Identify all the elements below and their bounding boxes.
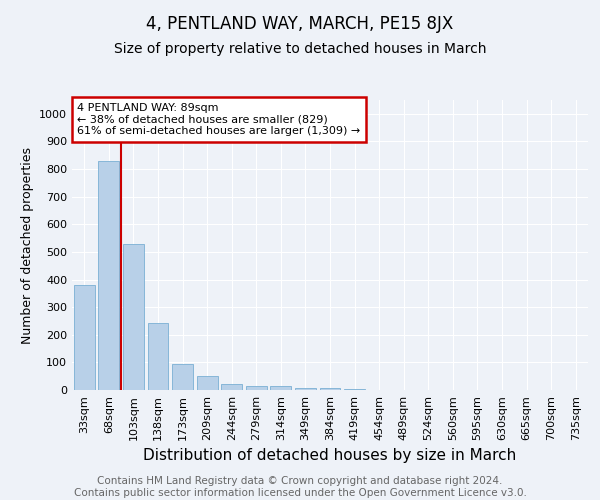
- Text: Contains HM Land Registry data © Crown copyright and database right 2024.
Contai: Contains HM Land Registry data © Crown c…: [74, 476, 526, 498]
- Bar: [172, 364, 193, 390]
- Text: 4, PENTLAND WAY, MARCH, PE15 8JX: 4, PENTLAND WAY, MARCH, PE15 8JX: [146, 15, 454, 33]
- X-axis label: Distribution of detached houses by size in March: Distribution of detached houses by size …: [143, 448, 517, 464]
- Bar: [221, 384, 242, 390]
- Bar: [271, 386, 292, 390]
- Y-axis label: Number of detached properties: Number of detached properties: [20, 146, 34, 344]
- Bar: [246, 386, 267, 390]
- Bar: [74, 285, 95, 390]
- Bar: [295, 388, 316, 390]
- Text: Size of property relative to detached houses in March: Size of property relative to detached ho…: [114, 42, 486, 56]
- Bar: [320, 388, 340, 390]
- Bar: [98, 161, 119, 390]
- Text: 4 PENTLAND WAY: 89sqm
← 38% of detached houses are smaller (829)
61% of semi-det: 4 PENTLAND WAY: 89sqm ← 38% of detached …: [77, 103, 361, 136]
- Bar: [123, 244, 144, 390]
- Bar: [148, 323, 169, 390]
- Bar: [197, 376, 218, 390]
- Bar: [344, 389, 365, 390]
